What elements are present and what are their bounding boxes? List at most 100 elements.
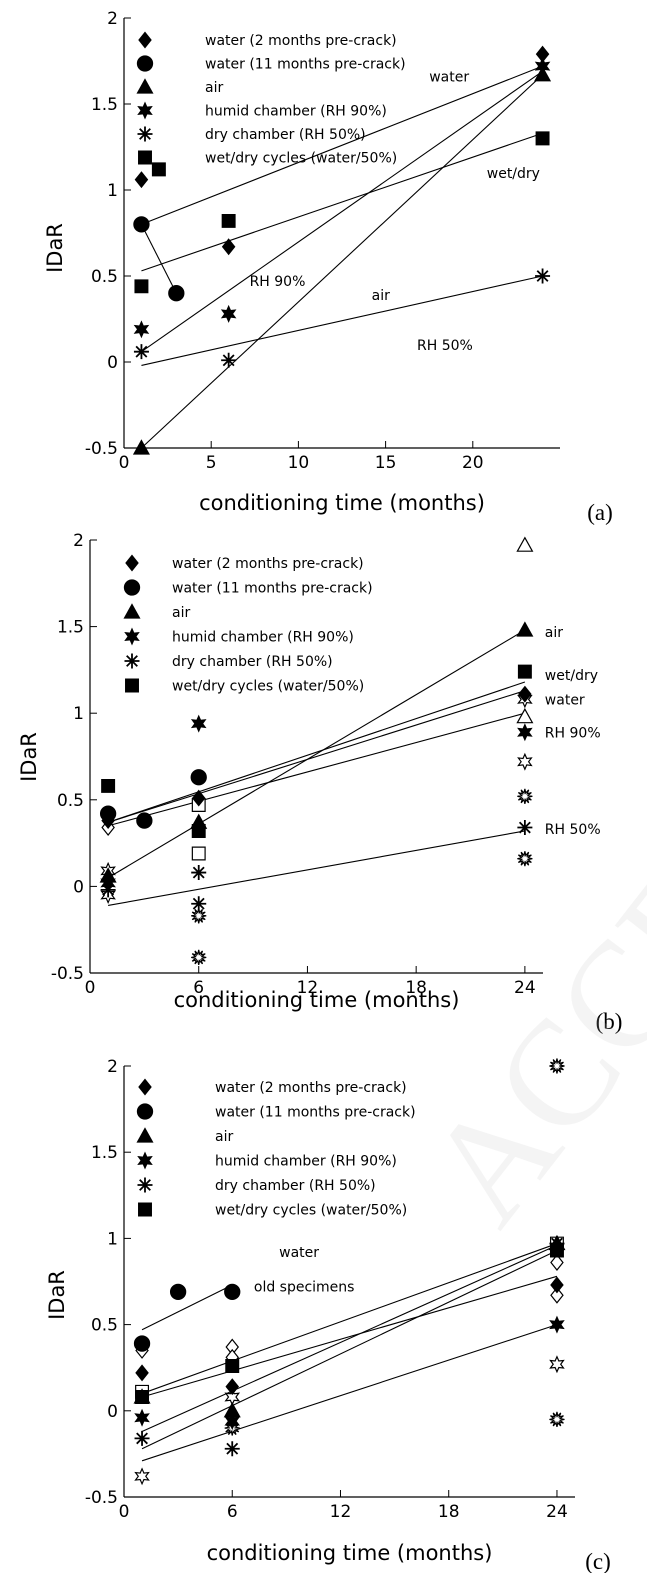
legend-a: water (2 months pre-crack) water (11 mont… (136, 31, 406, 167)
x-tick-label: 18 (438, 1502, 460, 1522)
x-axis-title: conditioning time (months) (199, 491, 485, 515)
annotation-label: water (279, 1245, 319, 1261)
annotation-label: RH 90% (545, 725, 601, 741)
legend-marker-square (138, 150, 152, 165)
legend-label: water (2 months pre-crack) (205, 33, 397, 49)
legend-marker-square (138, 1202, 152, 1217)
legend-label: wet/dry cycles (water/50%) (205, 151, 397, 167)
open-data-point (516, 536, 534, 552)
legend-label: wet/dry cycles (water/50%) (215, 1203, 407, 1219)
data-point-star6 (133, 320, 150, 339)
fit-line (141, 1275, 558, 1398)
data-point-asterisk (100, 882, 116, 898)
data-point-square (221, 213, 236, 228)
y-tick-label: 1 (107, 1229, 118, 1249)
y-tick-label: 0.5 (57, 791, 84, 811)
y-tick-label: 1.5 (91, 95, 118, 115)
data-point-star6 (549, 1315, 565, 1334)
panel-label: (b) (596, 1009, 623, 1034)
data-point-circle (99, 805, 117, 822)
data-point-diamond (518, 685, 532, 703)
x-tick-label: 5 (206, 453, 217, 473)
data-point-diamond (225, 1378, 240, 1396)
open-data-point (517, 752, 533, 771)
x-tick-label: 18 (405, 978, 427, 998)
data-point-diamond (221, 238, 236, 256)
fit-line (141, 132, 543, 272)
y-tick-label: 0 (107, 353, 118, 373)
x-axis-title: conditioning time (months) (207, 1541, 493, 1565)
fit-line (141, 1243, 558, 1395)
x-tick-label: 0 (85, 978, 96, 998)
data-point-diamond (550, 1276, 564, 1294)
open-data-point (191, 846, 206, 861)
data-points-c (133, 1234, 566, 1457)
x-tick-label: 24 (546, 1502, 568, 1522)
data-point-asterisk (191, 865, 207, 881)
annotation-label: wet/dry (487, 166, 540, 182)
annotation-label: RH 50% (545, 822, 601, 838)
data-point-asterisk (191, 896, 207, 912)
data-points-b (99, 621, 534, 912)
y-tick-label: -0.5 (85, 1488, 118, 1508)
legend-marker-circle (123, 579, 141, 596)
open-data-point (550, 1254, 564, 1271)
open-points-b (100, 536, 534, 966)
data-point-diamond (191, 789, 206, 807)
fit-line (140, 224, 177, 294)
chart-panel-a: -0.5 0 0.5 1 1.5 2 0 5 10 15 20 conditioning time (… (0, 0, 647, 525)
data-point-diamond (135, 1364, 149, 1382)
data-point-asterisk (224, 1441, 240, 1457)
fit-line (141, 1244, 558, 1432)
data-point-square (134, 279, 149, 294)
y-tick-label: 1 (73, 704, 84, 724)
open-data-point (516, 707, 534, 724)
data-point-asterisk (133, 344, 149, 360)
annotation-label: old specimens (254, 1280, 355, 1296)
legend-marker-diamond (125, 554, 139, 572)
data-point-square (135, 1390, 150, 1404)
y-tick-label: 1 (107, 181, 118, 201)
legend-b: water (2 months pre-crack) water (11 mont… (123, 554, 373, 695)
data-point-circle (168, 285, 185, 302)
data-point-square (151, 162, 166, 177)
x-tick-label: 20 (462, 453, 484, 473)
data-point-circle (133, 216, 150, 233)
data-point-square (549, 1243, 564, 1258)
legend-marker-triangle (136, 78, 154, 94)
legend-label: air (172, 605, 190, 621)
data-point-circle (136, 812, 153, 829)
fit-line (141, 70, 543, 353)
legend-label: dry chamber (RH 50%) (205, 127, 366, 143)
data-point-asterisk (134, 1430, 150, 1446)
x-tick-label: 6 (193, 978, 204, 998)
fit-line (141, 65, 543, 225)
data-point-asterisk (221, 352, 237, 368)
legend-label: humid chamber (RH 90%) (172, 630, 354, 646)
open-data-point (549, 1355, 565, 1374)
legend-marker-star6 (124, 627, 140, 646)
open-data-point (191, 949, 207, 966)
annotations-c: water old specimens (254, 1245, 355, 1295)
y-tick-label: 1.5 (91, 1143, 118, 1163)
data-point-star6 (517, 723, 533, 742)
annotations-b: air wet/dry water RH 90% RH 50% (545, 625, 601, 838)
y-axis-title: IDaR (45, 1270, 69, 1320)
data-point-asterisk (517, 820, 533, 836)
open-data-point (549, 1058, 565, 1074)
x-tick-label: 24 (514, 978, 536, 998)
open-data-point (517, 851, 533, 867)
legend-marker-circle (136, 1103, 154, 1120)
x-tick-label: 12 (297, 978, 319, 998)
legend-marker-star6 (137, 1151, 153, 1170)
x-tick-label: 15 (375, 453, 397, 473)
fit-lines-c (141, 1243, 558, 1462)
legend-c: water (2 months pre-crack) water (11 mont… (136, 1078, 416, 1219)
annotation-label: water (545, 692, 585, 708)
fit-line (108, 830, 525, 906)
x-tick-label: 12 (330, 1502, 352, 1522)
data-point-star6 (190, 714, 207, 733)
y-tick-label: 1.5 (57, 618, 84, 638)
legend-marker-star6 (137, 101, 153, 120)
